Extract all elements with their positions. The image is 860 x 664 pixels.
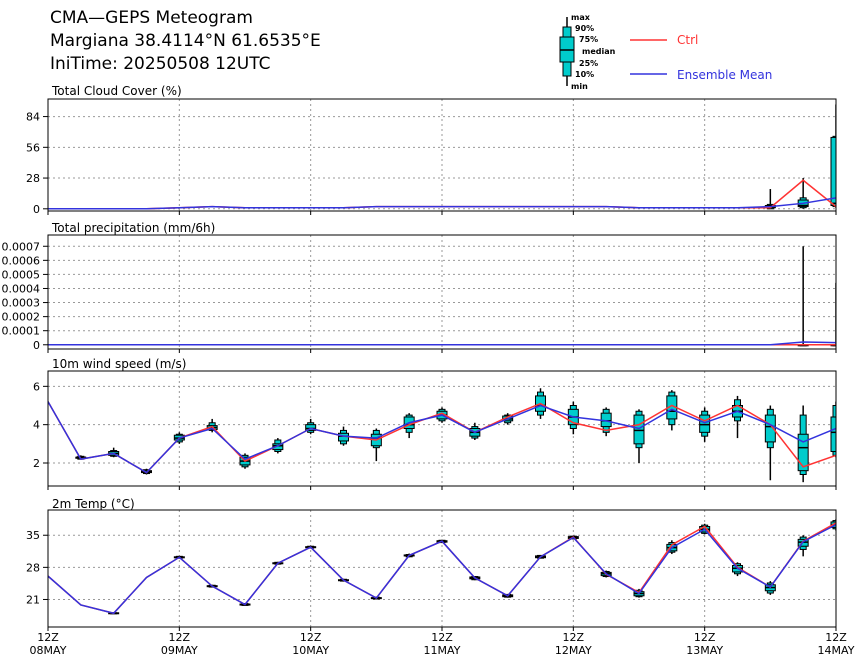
legend-p10-label: 10%: [575, 70, 594, 79]
x-tick-date: 14MAY: [818, 644, 855, 657]
box-inner: [830, 416, 836, 452]
ensemble-mean-line: [48, 197, 836, 210]
panel-plot: [48, 388, 836, 483]
legend-ctrl-label: Ctrl: [677, 33, 698, 47]
panel-plot: [48, 104, 836, 210]
panel-grid: 0 28 56 84: [26, 99, 837, 216]
x-tick-hour: 12Z: [563, 631, 585, 644]
panel-3: 2m Temp (°C) 21 28 35: [26, 497, 837, 631]
legend-median-label: median: [582, 47, 616, 56]
y-tick-label: 21: [26, 593, 40, 606]
init-time-label: IniTime: 20250508 12UTC: [50, 54, 271, 74]
legend-mean-label: Ensemble Mean: [677, 68, 772, 82]
x-tick-hour: 12Z: [37, 631, 59, 644]
y-tick-label: 0: [33, 339, 40, 352]
ensemble-box: [797, 405, 809, 483]
x-tick-hour: 12Z: [694, 631, 716, 644]
x-tick-date: 11MAY: [424, 644, 461, 657]
panel-grid: 2 4 6: [33, 371, 837, 490]
x-tick-date: 12MAY: [555, 644, 592, 657]
ensemble-box: [699, 407, 711, 442]
panel-title: 2m Temp (°C): [52, 497, 135, 511]
y-tick-label: 0: [33, 203, 40, 216]
box-inner: [272, 443, 284, 451]
panel-plot: [48, 246, 836, 347]
ensemble-mean-line: [48, 524, 836, 615]
panel-frame: [47, 234, 837, 350]
box-inner: [764, 414, 776, 443]
y-tick-label: 0.0001: [2, 325, 41, 338]
x-tick-hour: 12Z: [169, 631, 191, 644]
x-tick-hour: 12Z: [300, 631, 322, 644]
x-tick-date: 08MAY: [30, 644, 67, 657]
y-tick-label: 0.0006: [2, 254, 41, 267]
x-tick-date: 09MAY: [161, 644, 198, 657]
ensemble-box: [370, 428, 382, 462]
y-tick-label: 0.0002: [2, 311, 41, 324]
y-tick-label: 35: [26, 529, 40, 542]
x-tick-hour: 12Z: [825, 631, 847, 644]
ensemble-box: [305, 418, 317, 435]
ensemble-mean-line: [48, 401, 836, 474]
ensemble-box: [732, 395, 743, 439]
panel-2: 10m wind speed (m/s) 2 4 6: [33, 357, 837, 490]
panel-1: Total precipitation (mm/6h)00.00010.0002…: [2, 221, 837, 353]
box-inner: [305, 424, 317, 431]
panel-0: Total Cloud Cover (%) 0 28 56 84: [26, 84, 837, 216]
y-tick-label: 0.0005: [2, 268, 41, 281]
box-inner: [830, 136, 836, 207]
y-tick-label: 84: [26, 111, 40, 124]
location-label: Margiana 38.4114°N 61.6535°E: [50, 31, 321, 51]
y-tick-label: 6: [33, 380, 40, 393]
y-tick-label: 4: [33, 419, 40, 432]
y-tick-label: 28: [26, 561, 40, 574]
ensemble-box: [764, 405, 776, 481]
y-tick-label: 56: [26, 141, 40, 154]
panel-grid: 21 28 35: [26, 510, 837, 631]
box-inner: [797, 433, 809, 472]
x-tick-date: 10MAY: [292, 644, 329, 657]
box-inner: [699, 414, 711, 433]
legend-p25-label: 25%: [579, 59, 598, 68]
ensemble-mean-line: [48, 341, 836, 346]
panel-plot: [48, 519, 836, 615]
legend-min-label: min: [571, 82, 588, 91]
panel-frame: [47, 98, 837, 212]
chart-title: CMA—GEPS Meteogram: [50, 8, 253, 28]
y-tick-label: 0.0004: [2, 282, 41, 295]
panel-frame: [47, 509, 837, 628]
y-tick-label: 2: [33, 457, 40, 470]
y-tick-label: 28: [26, 172, 40, 185]
y-tick-label: 0.0003: [2, 297, 41, 310]
x-tick-hour: 12Z: [431, 631, 453, 644]
legend-p90-label: 90%: [575, 24, 594, 33]
legend-p75-label: 75%: [579, 35, 598, 44]
x-tick-date: 13MAY: [686, 644, 723, 657]
panel-title: 10m wind speed (m/s): [52, 357, 186, 371]
ensemble-box: [633, 409, 645, 463]
legend: max 90% 75% median 25% 10% min Ctrl Ense…: [559, 13, 772, 91]
panel-title: Total Cloud Cover (%): [51, 84, 182, 98]
legend-max-label: max: [571, 13, 591, 22]
panel-title: Total precipitation (mm/6h): [51, 221, 215, 235]
y-tick-label: 0.0007: [2, 240, 41, 253]
panel-frame: [47, 370, 837, 487]
box-inner: [633, 414, 645, 445]
